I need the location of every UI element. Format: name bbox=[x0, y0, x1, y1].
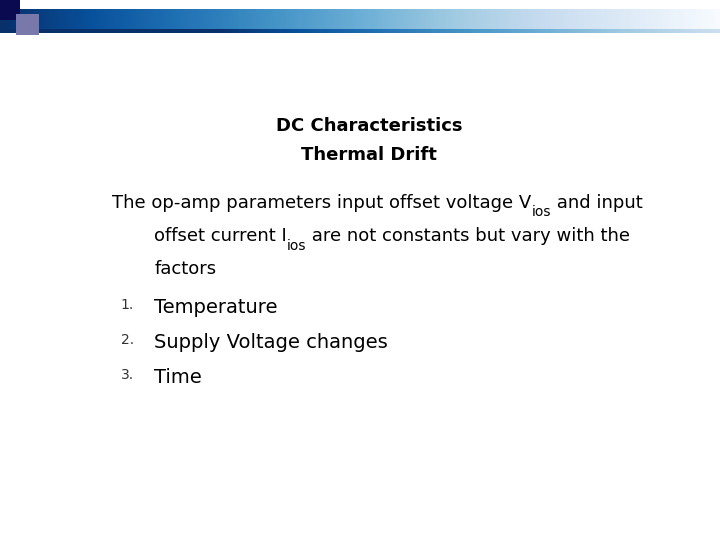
Text: ios: ios bbox=[531, 205, 551, 219]
Text: DC Characteristics: DC Characteristics bbox=[276, 117, 462, 135]
Text: are not constants but vary with the: are not constants but vary with the bbox=[307, 227, 631, 245]
Text: Temperature: Temperature bbox=[154, 298, 278, 316]
Text: 1.: 1. bbox=[121, 298, 134, 312]
Text: Thermal Drift: Thermal Drift bbox=[301, 146, 437, 164]
Text: ios: ios bbox=[287, 239, 307, 253]
Text: Supply Voltage changes: Supply Voltage changes bbox=[154, 333, 388, 352]
Text: factors: factors bbox=[154, 260, 216, 278]
Text: offset current I: offset current I bbox=[154, 227, 287, 245]
Text: ios: ios bbox=[287, 239, 307, 253]
Text: ios: ios bbox=[531, 205, 551, 219]
Text: and input: and input bbox=[551, 194, 643, 212]
Text: The op-amp parameters input offset voltage V: The op-amp parameters input offset volta… bbox=[112, 194, 531, 212]
Text: Time: Time bbox=[154, 368, 202, 387]
Text: 2.: 2. bbox=[121, 333, 134, 347]
Text: 3.: 3. bbox=[121, 368, 134, 382]
